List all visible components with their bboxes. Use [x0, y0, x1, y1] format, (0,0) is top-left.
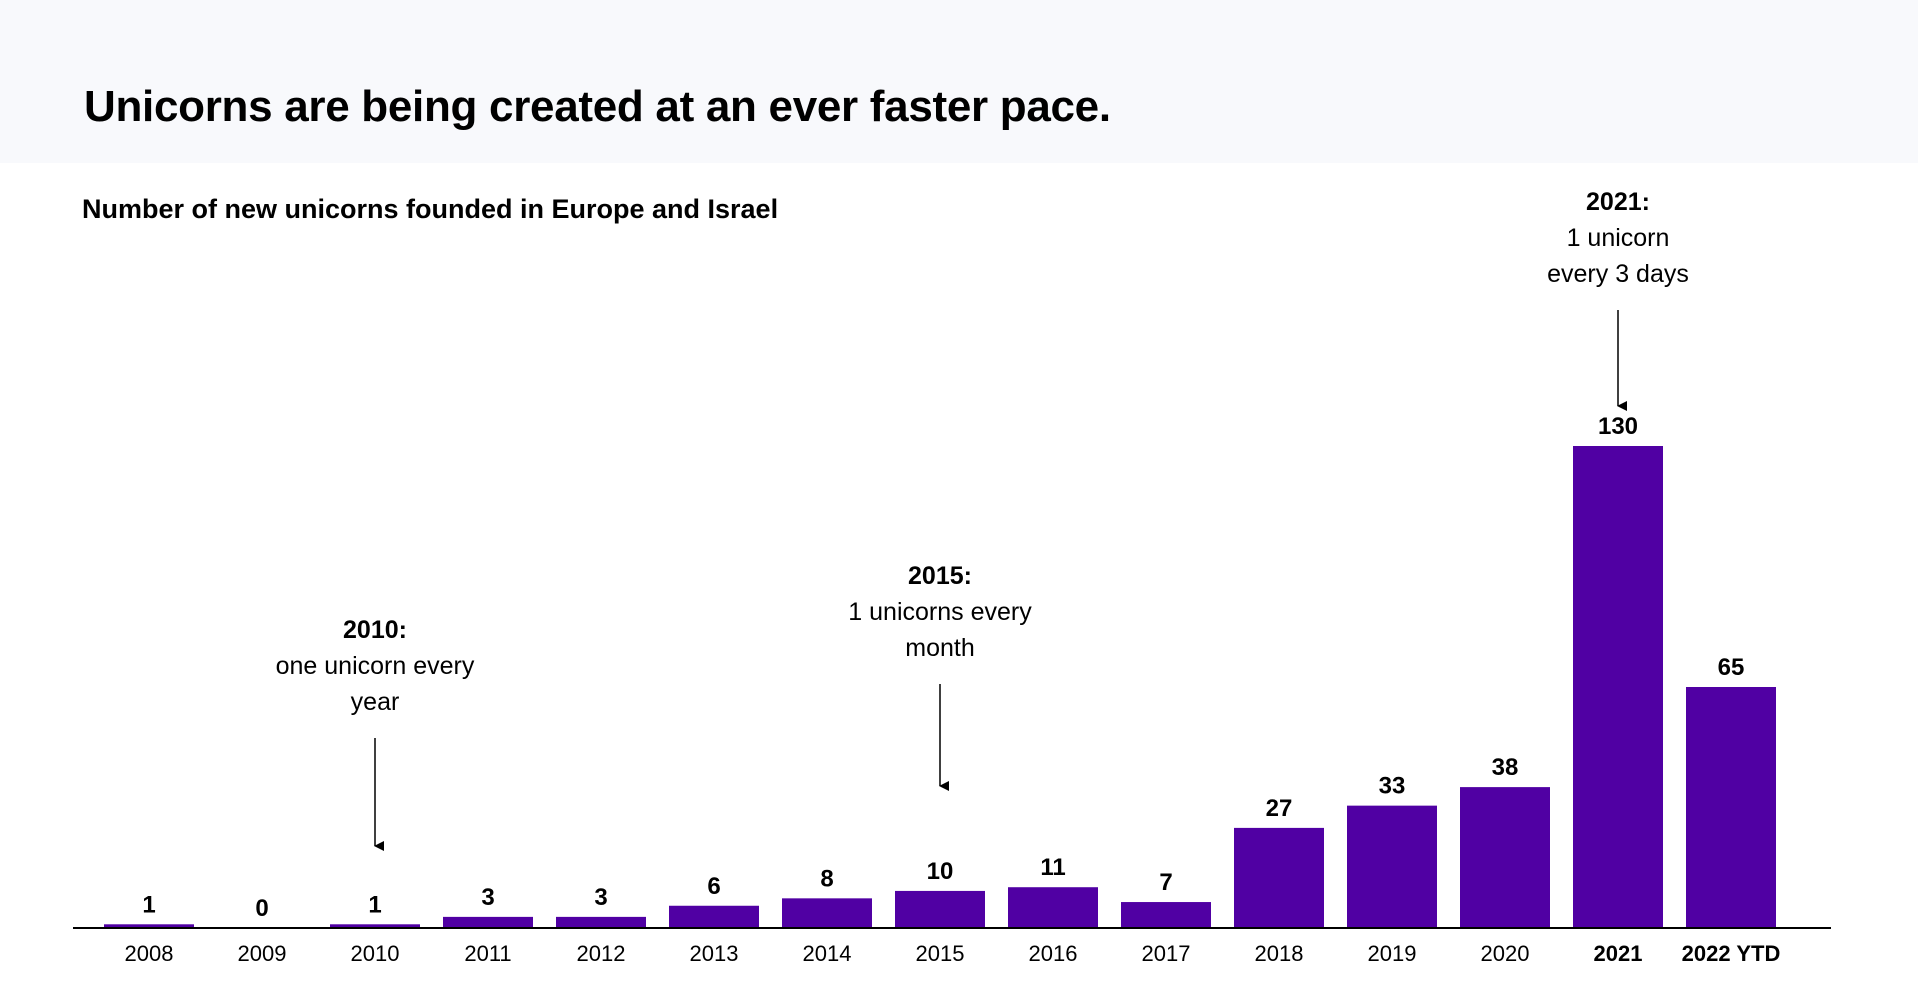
bar	[556, 916, 646, 928]
x-tick-label: 2021	[1594, 941, 1643, 966]
bar-value-label: 3	[481, 884, 494, 911]
header-band	[0, 0, 1918, 163]
bar	[1347, 805, 1437, 928]
bar	[104, 924, 194, 928]
bar	[895, 890, 985, 928]
bar-value-label: 1	[368, 891, 381, 918]
x-tick-label: 2013	[690, 941, 739, 966]
page-title: Unicorns are being created at an ever fa…	[84, 82, 1111, 131]
bar-value-label: 11	[1040, 854, 1065, 881]
bar-value-label: 130	[1598, 413, 1638, 440]
bar-value-label: 10	[927, 858, 954, 885]
bar-value-label: 3	[594, 884, 607, 911]
x-tick-label: 2012	[577, 941, 626, 966]
x-tick-label: 2016	[1029, 941, 1078, 966]
x-tick-label: 2009	[238, 941, 287, 966]
bar-value-label: 8	[820, 865, 833, 892]
bar-value-label: 65	[1718, 654, 1745, 681]
x-tick-label: 2020	[1481, 941, 1530, 966]
x-tick-label: 2022 YTD	[1682, 941, 1781, 966]
bar-value-label: 6	[707, 873, 720, 900]
bar	[782, 898, 872, 928]
bar-value-label: 38	[1492, 754, 1519, 781]
x-tick-label: 2015	[916, 941, 965, 966]
annotation-text: year	[351, 688, 400, 716]
annotation-text: one unicorn every	[276, 652, 475, 680]
bar	[1121, 902, 1211, 928]
bar	[330, 924, 420, 928]
x-tick-label: 2008	[125, 941, 174, 966]
bar	[1460, 787, 1550, 928]
x-tick-label: 2018	[1255, 941, 1304, 966]
bar-value-label: 7	[1159, 869, 1172, 896]
bar	[1573, 446, 1663, 928]
bar	[669, 905, 759, 928]
annotation-text: month	[905, 634, 974, 662]
annotation-text: 1 unicorn	[1567, 224, 1670, 252]
bar-value-label: 33	[1379, 773, 1406, 800]
bar	[1686, 687, 1776, 928]
bar-value-label: 1	[142, 891, 155, 918]
chart-title: Number of new unicorns founded in Europe…	[82, 194, 779, 224]
x-tick-label: 2014	[803, 941, 852, 966]
x-tick-label: 2010	[351, 941, 400, 966]
bar	[443, 916, 533, 928]
annotation-heading: 2010:	[343, 616, 407, 644]
annotation-heading: 2021:	[1586, 188, 1650, 216]
bar-value-label: 0	[255, 895, 268, 922]
annotation-text: every 3 days	[1547, 260, 1689, 288]
annotation-heading: 2015:	[908, 562, 972, 590]
bar	[1234, 827, 1324, 928]
bar-value-label: 27	[1266, 795, 1293, 822]
x-tick-label: 2019	[1368, 941, 1417, 966]
bar	[1008, 887, 1098, 928]
annotation-text: 1 unicorns every	[848, 598, 1032, 626]
x-tick-label: 2011	[464, 941, 511, 966]
x-tick-label: 2017	[1142, 941, 1191, 966]
